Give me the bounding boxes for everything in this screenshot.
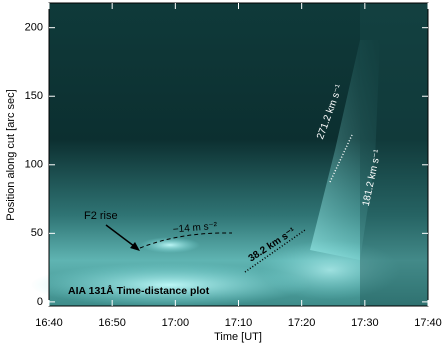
x-tick-label: 16:50: [98, 317, 126, 329]
x-tick-label: 17:40: [414, 317, 442, 329]
y-tick-label: 100: [25, 159, 43, 171]
annotation: AIA 131Å Time-distance plot: [68, 284, 210, 297]
y-axis-label: Position along cut [arc sec]: [5, 89, 17, 220]
x-tick-label: 17:20: [288, 317, 316, 329]
annotation: −14 m s⁻²: [172, 221, 218, 236]
x-tick-label: 17:10: [225, 317, 253, 329]
x-axis-label: Time [UT]: [214, 331, 262, 343]
annotation: F2 rise: [84, 210, 118, 222]
y-tick-label: 0: [37, 296, 43, 308]
y-tick-label: 50: [31, 227, 43, 239]
annotation-marks: [105, 134, 353, 273]
x-tick-label: 17:30: [351, 317, 379, 329]
y-tick-label: 150: [25, 90, 43, 102]
x-tick-label: 17:00: [162, 317, 190, 329]
y-tick-label: 200: [25, 22, 43, 34]
x-tick-label: 16:40: [35, 317, 63, 329]
plot-image: [30, 3, 428, 307]
